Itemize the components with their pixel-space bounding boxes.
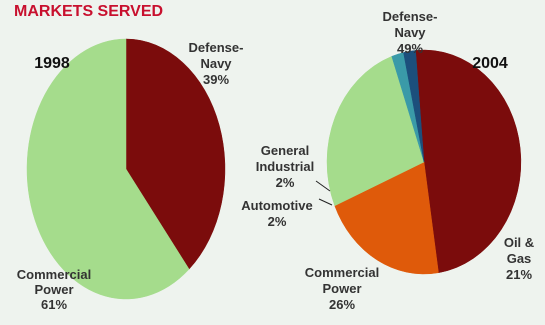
pie-2004 — [326, 49, 522, 275]
pie-2004-slice-1 — [334, 161, 439, 275]
pie-labels: 1998 Defense-Navy 39% Commercial Power 61% 200… — [17, 9, 534, 312]
pie-2004-slice-label-2: Commercial Power 26% — [305, 265, 379, 312]
pie-2004-slice-label-1: Oil & Gas 21% — [504, 235, 534, 282]
pie-1998-slice-0 — [125, 38, 226, 270]
pie-2004-leader-line-0 — [315, 180, 331, 192]
pie-2004-slice-label-0: Defense-Navy 49% — [383, 9, 438, 56]
pie-2004-slice-label-4: General Industrial 2% — [256, 143, 315, 190]
pie-2004-slice-label-3: Automotive 2% — [241, 198, 313, 229]
pie-1998-slice-1 — [26, 38, 190, 300]
pie-2004-slice-2 — [326, 56, 425, 207]
pie-2004-slice-0 — [415, 49, 522, 274]
pie-2004-year-label: 2004 — [472, 55, 508, 72]
pie-1998-year-label: 1998 — [34, 55, 70, 72]
chart-title: MARKETS SERVED — [14, 3, 163, 20]
pie-2004-leader-line-1 — [318, 198, 333, 206]
pie-1998-slice-label-0: Defense-Navy 39% — [189, 40, 244, 87]
pie-1998-slice-label-1: Commercial Power 61% — [17, 267, 91, 312]
pie-1998 — [26, 38, 226, 300]
pie-2004-slice-4 — [403, 50, 425, 163]
